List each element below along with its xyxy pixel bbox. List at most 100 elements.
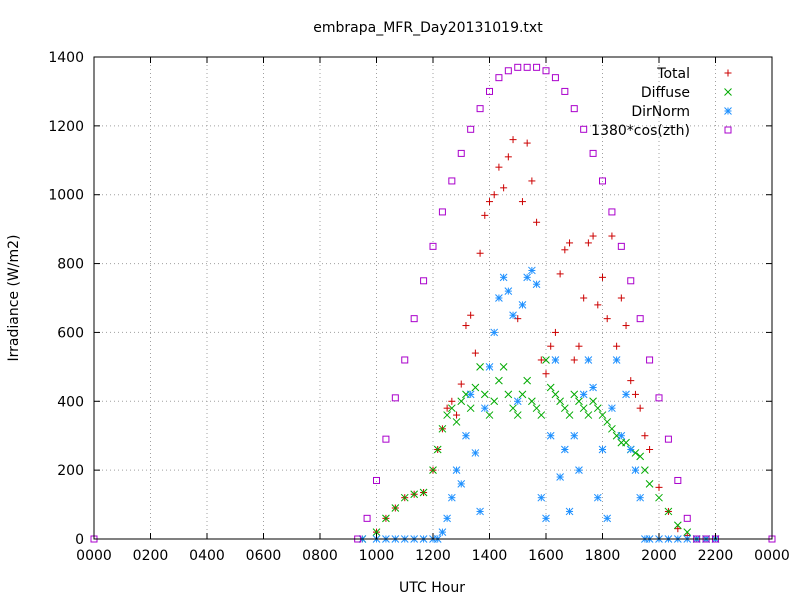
- data-point: [551, 356, 560, 364]
- x-axis-title: UTC Hour: [399, 580, 465, 596]
- data-point: [646, 445, 654, 453]
- data-point: [419, 488, 428, 497]
- data-point: [608, 404, 616, 413]
- data-point: [476, 105, 484, 113]
- data-point: [391, 394, 399, 402]
- data-point: [683, 528, 692, 536]
- data-point: [433, 445, 442, 454]
- data-point: [589, 383, 597, 392]
- data-point: [500, 184, 508, 192]
- data-point: [528, 177, 536, 185]
- x-tick-label: 1800: [585, 548, 621, 564]
- data-point: [382, 514, 390, 523]
- data-point: [594, 301, 602, 309]
- x-tick-label: 1600: [528, 548, 564, 564]
- data-point: [565, 507, 574, 516]
- data-point: [495, 376, 503, 385]
- data-point: [443, 404, 451, 412]
- data-point: [655, 493, 663, 502]
- data-point: [457, 149, 465, 157]
- data-point: [580, 294, 588, 302]
- data-point: [447, 404, 456, 413]
- data-point: [622, 438, 630, 447]
- data-point: [373, 476, 380, 484]
- data-point: [518, 198, 526, 206]
- legend-marker: [724, 126, 732, 134]
- data-point: [499, 273, 508, 282]
- data-point: [513, 411, 522, 419]
- data-point: [664, 435, 672, 443]
- data-point: [438, 528, 447, 536]
- data-point: [429, 466, 437, 474]
- data-point: [523, 376, 532, 385]
- data-point: [579, 390, 588, 399]
- data-point: [641, 466, 649, 474]
- data-point: [523, 273, 532, 282]
- data-point: [570, 105, 578, 113]
- data-point: [631, 449, 640, 457]
- data-point: [556, 397, 564, 406]
- data-point: [608, 424, 616, 433]
- data-point: [617, 242, 625, 250]
- data-point: [457, 397, 466, 406]
- data-point: [532, 404, 541, 413]
- data-point: [438, 424, 447, 433]
- x-tick-label: 0800: [302, 548, 338, 564]
- data-point: [579, 404, 588, 413]
- data-point: [542, 514, 550, 523]
- data-point: [626, 445, 635, 454]
- data-point: [622, 390, 630, 399]
- data-point: [372, 528, 381, 536]
- x-tick-label: 0000: [754, 548, 790, 564]
- data-point: [410, 315, 418, 323]
- data-point: [480, 390, 489, 399]
- data-point: [453, 411, 461, 419]
- legend-label: Diffuse: [641, 85, 690, 101]
- legend-marker: [724, 88, 732, 96]
- data-point: [570, 390, 579, 399]
- x-tick-label: 0200: [133, 548, 169, 564]
- data-point: [504, 390, 513, 399]
- data-point: [443, 411, 451, 419]
- data-point: [556, 270, 564, 278]
- data-point: [542, 67, 550, 75]
- data-point: [598, 445, 607, 454]
- data-point: [504, 67, 512, 75]
- data-point: [457, 380, 465, 388]
- data-point: [542, 370, 550, 378]
- y-tick-label: 600: [57, 325, 84, 341]
- data-point: [655, 483, 663, 491]
- data-point: [631, 390, 639, 398]
- data-point: [486, 87, 493, 95]
- chart-title: embrapa_MFR_Day20131019.txt: [313, 20, 543, 36]
- x-tick-label: 0600: [246, 548, 282, 564]
- data-point: [532, 280, 541, 289]
- data-point: [674, 476, 682, 484]
- data-point: [471, 383, 480, 392]
- data-point: [528, 397, 536, 406]
- data-point: [363, 514, 371, 522]
- data-point: [674, 525, 682, 533]
- data-point: [401, 356, 409, 364]
- data-point: [443, 514, 451, 523]
- data-point: [448, 397, 456, 405]
- data-point: [513, 397, 522, 406]
- y-tick-label: 1000: [48, 188, 84, 204]
- data-point: [485, 363, 494, 371]
- data-point: [452, 466, 461, 474]
- legend-label: Total: [656, 66, 690, 82]
- data-point: [523, 139, 531, 147]
- data-point: [560, 445, 569, 454]
- data-point: [599, 177, 606, 185]
- data-point: [490, 397, 499, 406]
- data-point: [599, 273, 606, 281]
- data-point: [481, 211, 489, 219]
- data-point: [467, 311, 475, 319]
- data-point: [471, 349, 479, 357]
- y-tick-label: 400: [57, 394, 84, 410]
- data-point: [584, 411, 593, 419]
- data-point: [580, 125, 588, 133]
- data-point: [631, 466, 640, 474]
